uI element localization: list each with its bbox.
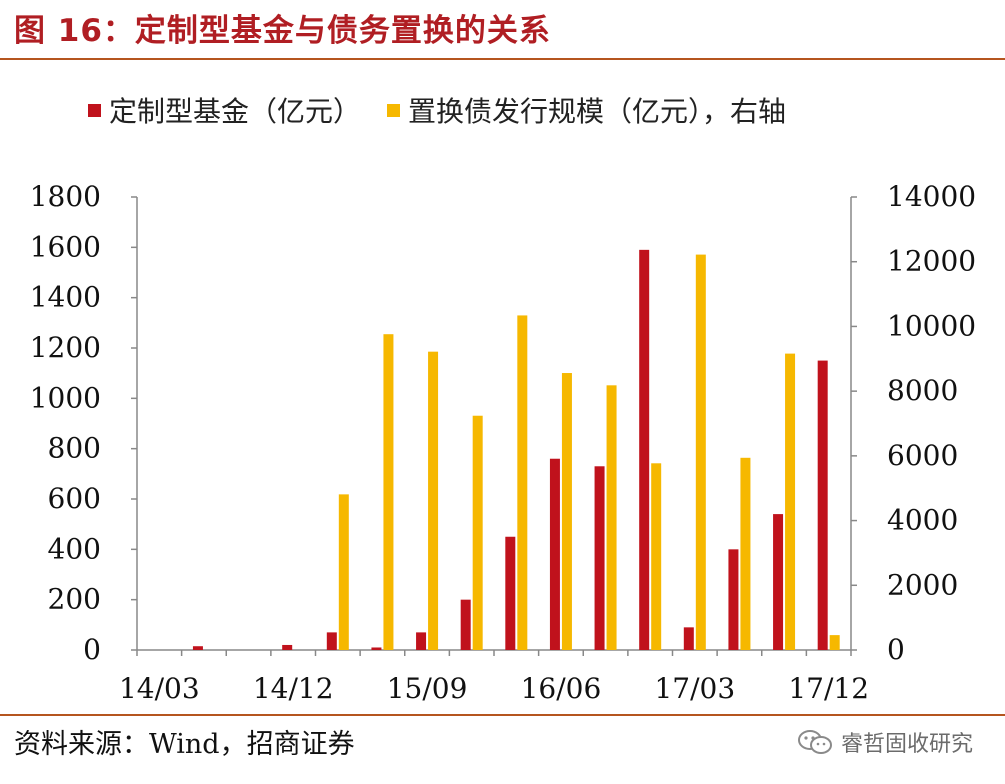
bar-fund bbox=[282, 644, 293, 650]
right-tick-label: 14000 bbox=[887, 180, 976, 213]
bar-fund bbox=[371, 647, 382, 650]
bar-bond bbox=[561, 373, 572, 650]
legend-item-bond: 置换债发行规模（亿元），右轴 bbox=[387, 90, 786, 130]
right-tick-label: 6000 bbox=[887, 439, 958, 472]
left-tick-label: 200 bbox=[48, 583, 101, 616]
x-tick-label: 15/09 bbox=[387, 672, 468, 705]
legend-swatch-bond bbox=[387, 103, 401, 117]
left-tick-label: 1800 bbox=[30, 180, 101, 213]
bar-bond bbox=[695, 254, 706, 651]
x-tick-label: 16/06 bbox=[521, 672, 602, 705]
bar-bond bbox=[606, 385, 617, 650]
legend-label-fund: 定制型基金（亿元） bbox=[109, 95, 362, 128]
bar-bond bbox=[785, 353, 796, 650]
x-tick-label: 14/03 bbox=[119, 672, 200, 705]
bar-fund bbox=[728, 549, 739, 650]
bar-bond bbox=[829, 635, 840, 650]
bar-fund bbox=[639, 249, 650, 650]
right-tick-label: 8000 bbox=[887, 374, 958, 407]
left-tick-label: 400 bbox=[48, 532, 101, 565]
bar-fund bbox=[326, 632, 337, 650]
source-divider bbox=[0, 714, 1005, 716]
right-tick-label: 10000 bbox=[887, 309, 976, 342]
bar-fund bbox=[460, 599, 471, 650]
bar-fund bbox=[594, 466, 605, 650]
left-tick-label: 1000 bbox=[30, 381, 101, 414]
bar-fund bbox=[683, 627, 694, 650]
bar-bond bbox=[338, 494, 349, 650]
right-tick-label: 2000 bbox=[887, 568, 958, 601]
source-note: 资料来源：Wind，招商证券 bbox=[14, 729, 355, 760]
legend-swatch-fund bbox=[88, 103, 101, 117]
title-divider bbox=[0, 58, 1005, 60]
watermark: 睿哲固收研究 bbox=[797, 726, 973, 758]
left-tick-label: 1400 bbox=[30, 281, 101, 314]
bar-bond bbox=[651, 463, 662, 650]
x-tick-label: 17/12 bbox=[788, 672, 869, 705]
left-tick-label: 1200 bbox=[30, 331, 101, 364]
right-tick-label: 4000 bbox=[887, 504, 958, 537]
page-title: 图 16：定制型基金与债务置换的关系 bbox=[14, 13, 551, 49]
legend-label-bond: 置换债发行规模（亿元），右轴 bbox=[408, 95, 787, 128]
bar-fund bbox=[505, 536, 516, 650]
bar-fund bbox=[549, 458, 560, 650]
wechat-icon bbox=[797, 730, 832, 754]
right-tick-label: 12000 bbox=[887, 245, 976, 278]
watermark-text: 睿哲固收研究 bbox=[840, 732, 973, 757]
bar-bond bbox=[517, 315, 528, 650]
left-tick-label: 800 bbox=[48, 432, 101, 465]
left-tick-label: 0 bbox=[83, 633, 101, 666]
chart-legend: 定制型基金（亿元） 置换债发行规模（亿元），右轴 bbox=[88, 90, 812, 130]
x-tick-label: 14/12 bbox=[253, 672, 334, 705]
bar-fund bbox=[192, 646, 203, 650]
left-tick-label: 600 bbox=[48, 482, 101, 515]
bar-bond bbox=[383, 334, 394, 650]
bar-bond bbox=[472, 415, 483, 650]
legend-item-fund: 定制型基金（亿元） bbox=[88, 90, 361, 130]
right-tick-label: 0 bbox=[887, 633, 905, 666]
bar-bond bbox=[428, 351, 439, 650]
x-tick-label: 17/03 bbox=[654, 672, 735, 705]
left-tick-label: 1600 bbox=[30, 230, 101, 263]
bar-fund bbox=[416, 632, 427, 650]
bar-fund bbox=[817, 360, 828, 650]
bar-bond bbox=[740, 457, 751, 650]
bar-fund bbox=[773, 514, 784, 650]
